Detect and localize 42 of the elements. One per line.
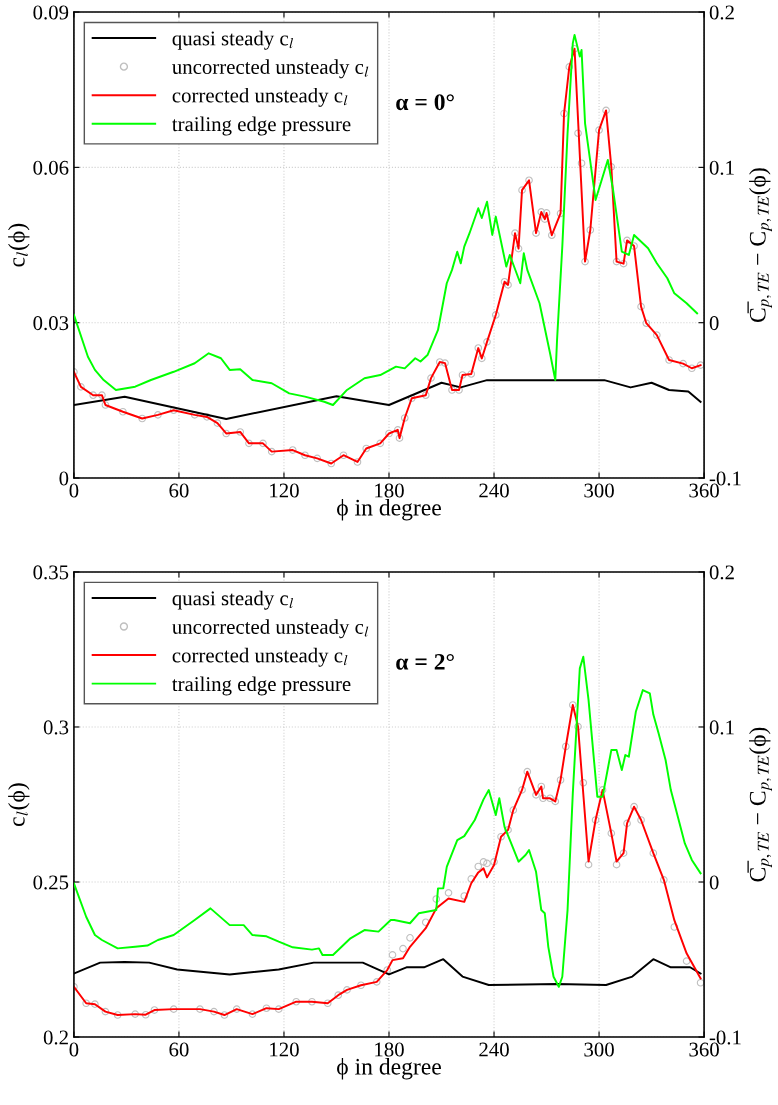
legend-label: uncorrected unsteady c$_{l}$ <box>172 59 369 79</box>
y-tick-label: 0.09 <box>33 5 69 20</box>
y-axis-title: c$_{l}$(ϕ) <box>8 223 30 267</box>
y2-axis-title: C̅$_{p,TE}$ − C$_{p,TE}$(ϕ) <box>747 727 772 882</box>
legend-label: uncorrected unsteady c$_{l}$ <box>172 619 369 639</box>
y2-tick-label: 0 <box>709 316 719 331</box>
x-tick-label: 300 <box>584 483 614 498</box>
y2-axis-title: C̅$_{p,TE}$ − C$_{p,TE}$(ϕ) <box>747 168 772 323</box>
y-axis-title: c$_{l}$(ϕ) <box>8 783 30 827</box>
legend-label: quasi steady c$_{l}$ <box>172 30 294 50</box>
x-tick-label: 300 <box>584 1042 614 1057</box>
x-axis-title: ϕ in degree <box>337 499 441 521</box>
y-tick-label: 0.3 <box>43 720 69 735</box>
x-tick-label: 60 <box>169 483 189 498</box>
y-tick-label: 0.2 <box>43 1030 68 1045</box>
legend-label: corrected unsteady c$_{l}$ <box>172 87 348 107</box>
x-tick-label: 120 <box>270 1042 299 1057</box>
y2-tick-label: 0.1 <box>709 720 734 735</box>
annotation: α = 2° <box>396 653 454 670</box>
annotation: α = 0° <box>396 94 454 111</box>
y-tick-label: 0.03 <box>33 316 69 331</box>
y2-tick-label: 0.1 <box>709 160 734 175</box>
legend-label: corrected unsteady c$_{l}$ <box>172 647 348 667</box>
x-tick-label: 0 <box>69 483 79 498</box>
x-tick-label: 180 <box>375 483 404 498</box>
legend-label: quasi steady c$_{l}$ <box>172 590 294 610</box>
y-tick-label: 0.06 <box>33 160 69 175</box>
legend-label: trailing edge pressure <box>172 676 351 696</box>
y-tick-label: 0 <box>59 471 69 486</box>
x-tick-label: 60 <box>169 1042 189 1057</box>
x-tick-label: 0 <box>69 1042 79 1057</box>
y2-tick-label: 0.2 <box>709 565 734 580</box>
y2-tick-label: 0.2 <box>709 5 734 20</box>
x-tick-label: 240 <box>479 483 509 498</box>
y2-tick-label: 0 <box>709 875 719 890</box>
x-axis-title: ϕ in degree <box>337 1058 441 1080</box>
x-tick-label: 180 <box>375 1042 404 1057</box>
y-tick-label: 0.25 <box>33 875 69 890</box>
x-tick-label: 240 <box>479 1042 509 1057</box>
y-tick-label: 0.35 <box>33 565 69 580</box>
x-tick-label: 120 <box>270 483 299 498</box>
legend-label: trailing edge pressure <box>172 116 351 136</box>
